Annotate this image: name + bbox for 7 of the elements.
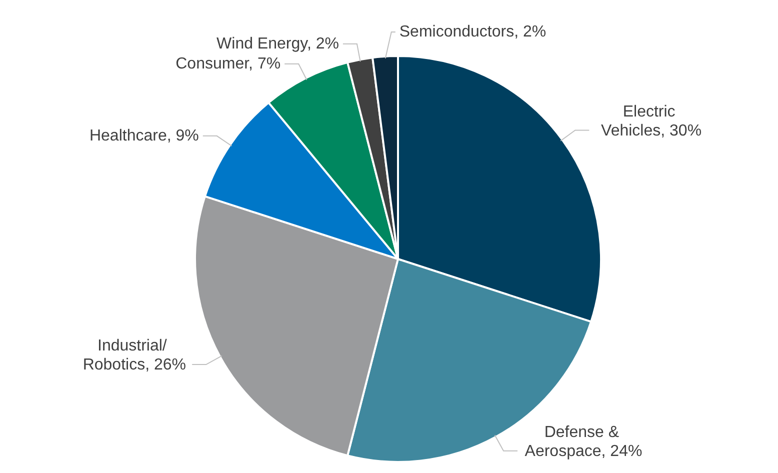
slice-label: Electric Vehicles, 30% [596, 102, 702, 139]
slice-label: Industrial/Robotics, 26% [78, 337, 186, 374]
slice-label: Defense & Aerospace, 24% [521, 423, 642, 460]
slice-label: Semiconductors, 2% [399, 24, 546, 40]
slice-label: Healthcare, 9% [89, 127, 199, 144]
slice-label: Consumer, 7% [176, 55, 281, 72]
slice-label: Wind Energy, 2% [216, 35, 339, 52]
